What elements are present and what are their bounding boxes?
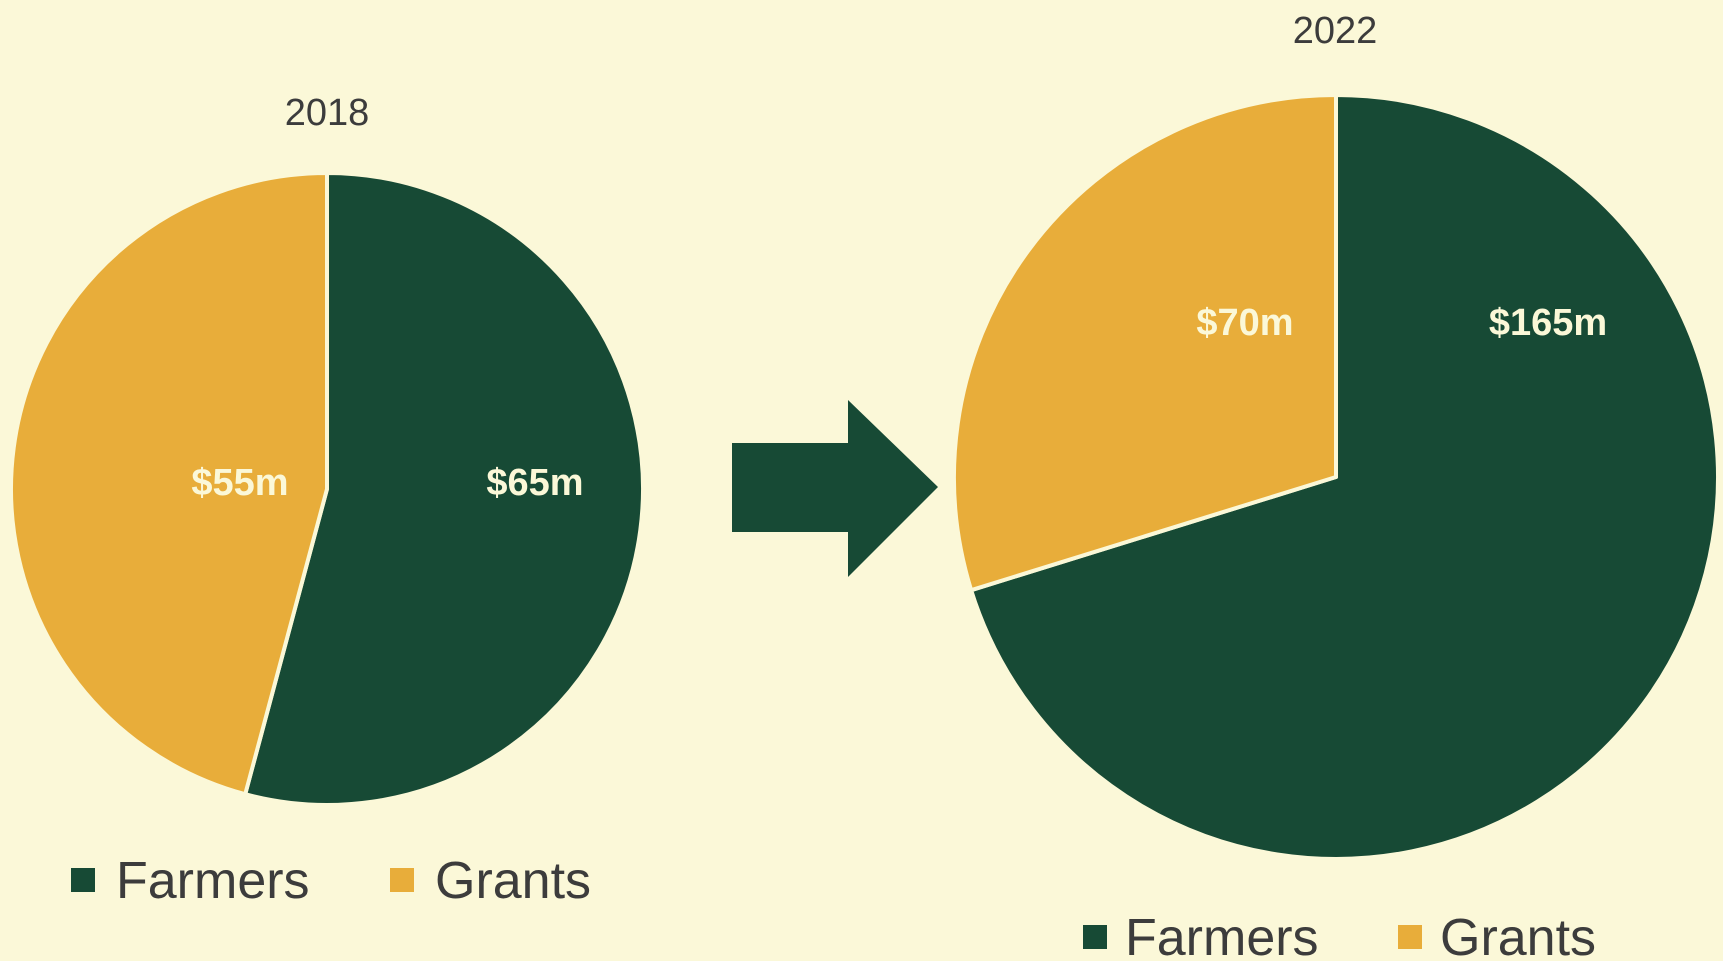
legend-label-2018-farmers: Farmers xyxy=(116,852,310,910)
legend-swatch-2018-farmers xyxy=(71,868,95,892)
slice-label-2022-farmers: $165m xyxy=(1489,302,1607,344)
pie-chart-2022: 2022 $165m $70m Farmers Grants xyxy=(952,10,1720,961)
pie-slice-2018-farmers xyxy=(243,171,645,807)
pie-slice-2022-grants xyxy=(952,93,1338,593)
slice-label-2022-grants: $70m xyxy=(1196,302,1293,344)
legend-label-2018-grants: Grants xyxy=(435,852,591,910)
pie-chart-2018: 2018 $65m $55m Farmers Grants xyxy=(9,92,645,910)
legend-swatch-2022-farmers xyxy=(1083,925,1107,949)
slice-label-2018-farmers: $65m xyxy=(486,462,583,504)
chart-title-2022: 2022 xyxy=(1293,10,1378,52)
arrow-right-icon xyxy=(732,400,938,577)
legend-swatch-2022-grants xyxy=(1398,925,1422,949)
chart-title-2018: 2018 xyxy=(285,92,370,134)
pie-slice-2022-farmers xyxy=(969,93,1720,861)
legend-2018: Farmers Grants xyxy=(71,852,591,910)
legend-swatch-2018-grants xyxy=(390,868,414,892)
legend-label-2022-grants: Grants xyxy=(1440,909,1596,961)
legend-2022: Farmers Grants xyxy=(1083,909,1596,961)
pie-labels-2022: $165m $70m xyxy=(1196,302,1607,344)
pie-labels-2018: $65m $55m xyxy=(191,462,583,504)
pie-slice-2018-grants xyxy=(9,171,329,797)
slice-label-2018-grants: $55m xyxy=(191,462,288,504)
pie-slices-2022 xyxy=(952,93,1720,861)
pie-slices-2018 xyxy=(9,171,645,807)
legend-label-2022-farmers: Farmers xyxy=(1125,909,1319,961)
